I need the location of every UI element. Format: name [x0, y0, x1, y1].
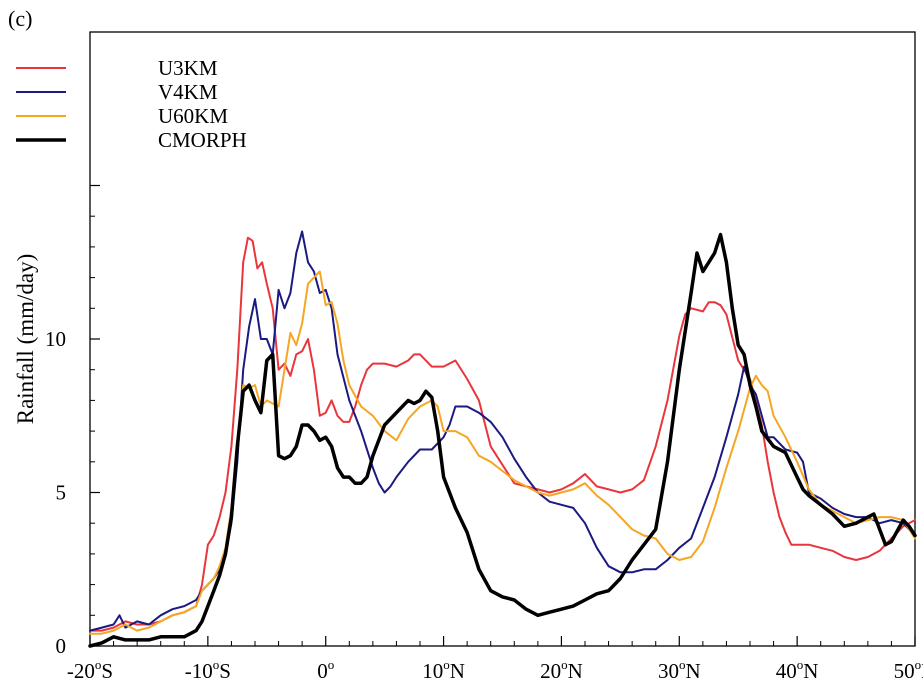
x-tick-label: 30oN: [658, 657, 701, 683]
x-tick-label: 10oN: [422, 657, 465, 683]
series-line-cmorph: [88, 232, 917, 648]
y-tick-label: 0: [56, 634, 67, 658]
x-tick-label: 50oN: [894, 657, 923, 683]
y-tick-label: 5: [56, 481, 67, 505]
series-layer: [88, 230, 917, 648]
series-line-v4km: [89, 230, 916, 632]
legend-label-v4km: V4KM: [158, 80, 218, 104]
panel-label: (c): [8, 6, 32, 31]
y-tick-label: 10: [45, 327, 66, 351]
x-tick-label: 0o: [317, 657, 334, 683]
legend-label-u60km: U60KM: [158, 104, 228, 128]
x-tick-label: -20oS: [67, 657, 113, 683]
y-axis-label: Rainfall (mm/day): [13, 254, 38, 425]
x-tick-label: -10oS: [185, 657, 231, 683]
series-line-u3km: [89, 236, 916, 632]
axis-layer: -20oS -10oS 0o 10oN 20oN 30oN 40oN 50oN 0 5 10: [45, 184, 923, 683]
legend-label-u3km: U3KM: [158, 56, 218, 80]
x-tick-label: 40oN: [776, 657, 819, 683]
x-tick-label: 20oN: [540, 657, 583, 683]
series-line-u60km: [89, 270, 916, 635]
legend-label-cmorph: CMORPH: [158, 128, 247, 152]
